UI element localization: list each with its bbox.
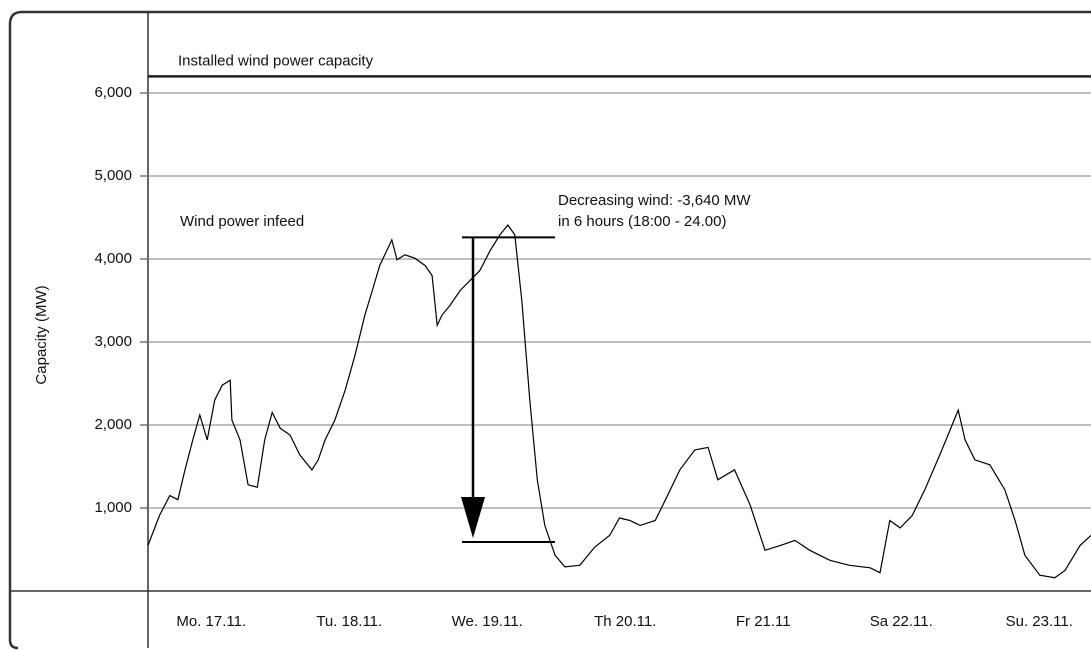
annotation-text: Decreasing wind: -3,640 MW — [558, 192, 751, 209]
x-tick-label: Su. 23.11. — [1006, 613, 1073, 630]
y-tick-label: 4,000 — [94, 250, 132, 267]
x-tick-label: Mo. 17.11. — [176, 613, 246, 630]
annotation-text: in 6 hours (18:00 - 24.00) — [558, 213, 726, 230]
x-tick-label: Sa 22.11. — [870, 613, 933, 630]
y-tick-label: 5,000 — [94, 167, 132, 184]
x-tick-label: Th 20.11. — [594, 613, 656, 630]
y-tick-label: 2,000 — [94, 416, 132, 433]
series-line — [147, 224, 1091, 579]
y-tick-label: 1,000 — [94, 499, 132, 516]
y-tick-label: 3,000 — [94, 333, 132, 350]
capacity-label: Installed wind power capacity — [178, 52, 374, 69]
x-tick-label: We. 19.11. — [452, 613, 523, 630]
frame — [8, 10, 1091, 650]
arrow-head — [461, 497, 485, 539]
y-tick-label: 6,000 — [94, 84, 132, 101]
x-tick-label: Fr 21.11 — [736, 613, 791, 630]
y-axis-label: Capacity (MW) — [33, 285, 50, 384]
x-tick-label: Tu. 18.11. — [316, 613, 382, 630]
series-label: Wind power infeed — [180, 213, 304, 230]
